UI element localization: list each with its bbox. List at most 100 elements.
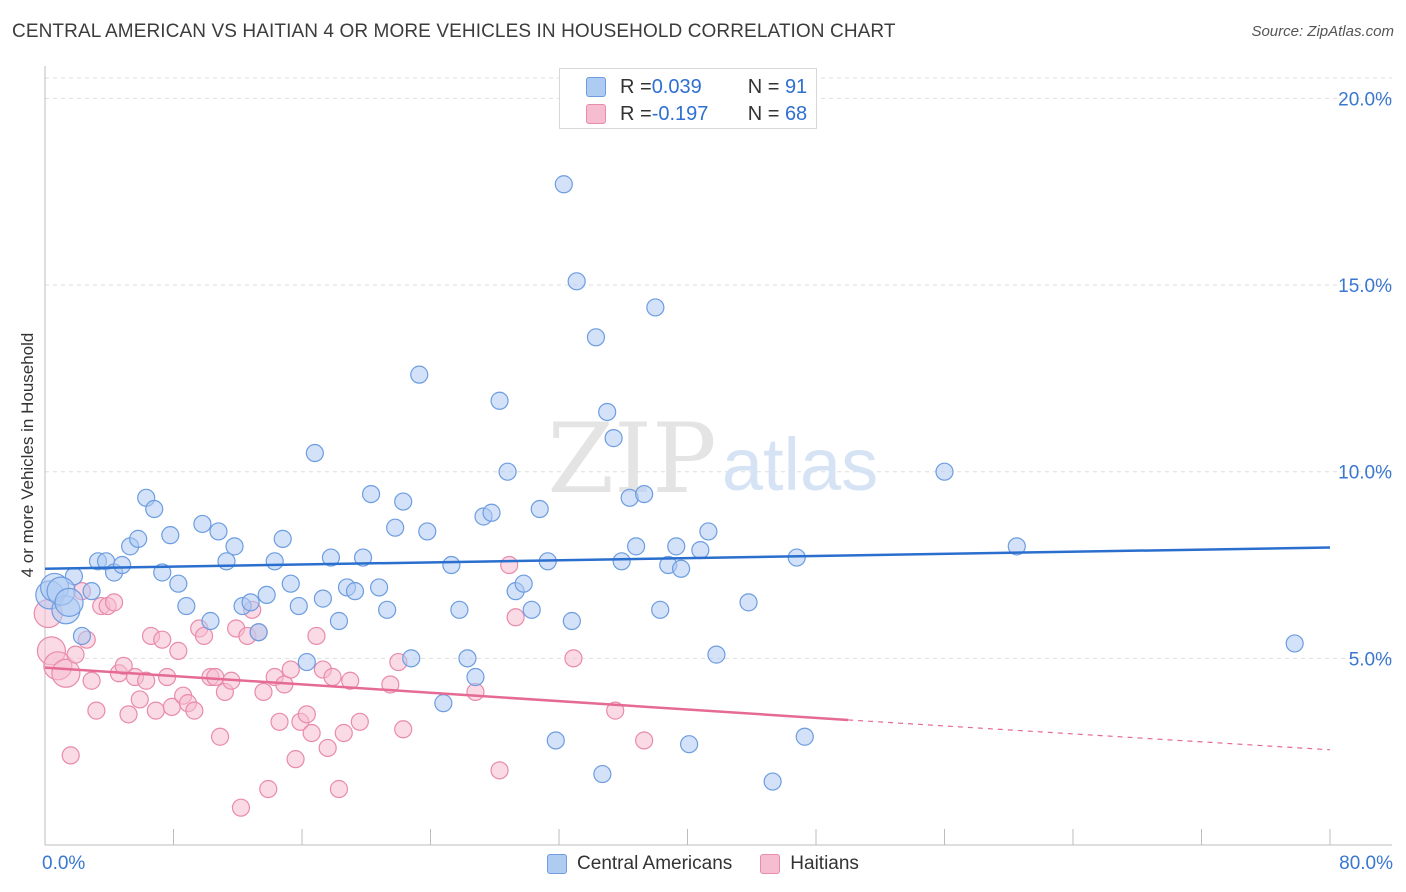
chart-title: CENTRAL AMERICAN VS HAITIAN 4 OR MORE VE… (12, 21, 896, 42)
central-americans-point (281, 574, 300, 593)
central-americans-point (450, 600, 469, 619)
central-americans-point (490, 391, 509, 410)
legend-n-label: N = (747, 75, 785, 98)
central-americans-point (54, 587, 84, 617)
haitians-point (606, 701, 625, 720)
central-americans-point (361, 484, 381, 504)
central-americans-point (586, 328, 606, 347)
central-americans-point (554, 175, 573, 194)
haitians-point (318, 738, 337, 758)
legend-item-haitians[interactable]: Haitians (760, 853, 859, 875)
haitians-point (231, 798, 251, 817)
haitians-point (137, 671, 156, 690)
haitians-point (146, 701, 165, 720)
central-americans-point (680, 735, 699, 754)
central-americans-point (522, 600, 541, 619)
central-americans-point (651, 600, 670, 619)
y-tick-label: 20.0% (1338, 89, 1392, 110)
haitians-point (281, 660, 300, 679)
central-americans-point (394, 492, 413, 511)
central-americans-point (604, 429, 623, 448)
source-label: Source: ZipAtlas.com (1251, 23, 1394, 40)
central-americans-point (177, 596, 196, 616)
central-americans-point (273, 529, 292, 548)
central-americans-point (795, 727, 814, 746)
y-axis-label: 4 or more Vehicles in Household (18, 332, 37, 578)
haitians-point (341, 671, 360, 690)
haitians-point (66, 645, 85, 664)
haitians-point (564, 649, 583, 668)
x-tick-label: 0.0% (42, 853, 85, 874)
haitians-point (259, 779, 278, 799)
central-americans-point (386, 518, 405, 537)
central-americans-point (353, 548, 373, 567)
central-americans-point (671, 559, 691, 578)
central-americans-point (530, 499, 549, 519)
haitians-point (61, 746, 80, 765)
central-americans-point (402, 649, 421, 668)
trend-lines (44, 546, 1331, 751)
central-americans-point (112, 555, 132, 575)
central-americans-point (153, 563, 172, 582)
central-americans-point (667, 537, 686, 556)
central-americans-point (442, 555, 461, 575)
haitians-point (302, 723, 321, 743)
tick-labels: 5.0% 10.0% 15.0% 20.0% 0.0% 80.0% (42, 89, 1393, 874)
central-americans-point (305, 443, 324, 463)
central-americans-point (567, 272, 586, 291)
haitians-point (394, 720, 413, 739)
legend-r-value: 0.039 (651, 75, 702, 98)
central-americans-point (707, 645, 726, 664)
legend-label: Haitians (790, 853, 859, 874)
central-americans-point (378, 600, 397, 619)
haitians-trend-extension (848, 719, 1331, 751)
central-americans-point (129, 529, 148, 548)
correlation-legend: R = 0.039 N = 91 R = -0.197 N = 68 (559, 68, 817, 129)
watermark: ZIP atlas (547, 403, 878, 515)
central-americans-point (739, 593, 758, 612)
central-americans-point (626, 537, 646, 556)
gridlines (45, 77, 1392, 659)
legend-n-label: N = (747, 102, 785, 125)
haitians-point (210, 727, 230, 746)
haitians-point (297, 705, 316, 724)
central-americans-trend-line (44, 546, 1331, 571)
central-americans-point (935, 462, 954, 481)
haitians-point (490, 761, 509, 780)
central-americans-point (265, 552, 284, 571)
haitians-point (119, 705, 138, 724)
haitians-point (506, 608, 525, 627)
central-americans-point (345, 582, 365, 601)
central-americans-point (249, 623, 268, 642)
series-legend: Central Americans Haitians (0, 850, 1406, 878)
central-americans-point (72, 626, 92, 646)
legend-row-central-americans: R = 0.039 N = 91 (560, 73, 807, 101)
x-tick-label: 80.0% (1339, 853, 1393, 874)
haitians-point (206, 667, 225, 687)
legend-label: Central Americans (577, 853, 733, 874)
legend-item-central-americans[interactable]: Central Americans (547, 853, 732, 875)
central-americans-point (482, 503, 501, 522)
central-americans-point (225, 537, 244, 556)
central-americans-point (321, 548, 341, 567)
central-americans-point (241, 593, 260, 612)
central-americans-point (257, 585, 276, 604)
legend-swatch-pink (586, 104, 606, 124)
haitians-point (307, 626, 326, 646)
y-tick-label: 10.0% (1338, 463, 1392, 484)
haitians-point (104, 593, 124, 612)
legend-n-value: 68 (784, 102, 808, 125)
haitians-point (153, 630, 172, 649)
haitians-point (329, 779, 349, 799)
haitians-point (87, 701, 106, 720)
haitians-point (323, 667, 342, 687)
haitians-point (635, 731, 654, 750)
haitians-points (33, 555, 654, 817)
central-americans-point (546, 731, 565, 750)
central-americans-point (1007, 537, 1026, 556)
central-americans-point (161, 526, 180, 545)
legend-n-value: 91 (784, 75, 808, 98)
central-americans-point (193, 514, 212, 534)
central-americans-point (297, 652, 316, 672)
